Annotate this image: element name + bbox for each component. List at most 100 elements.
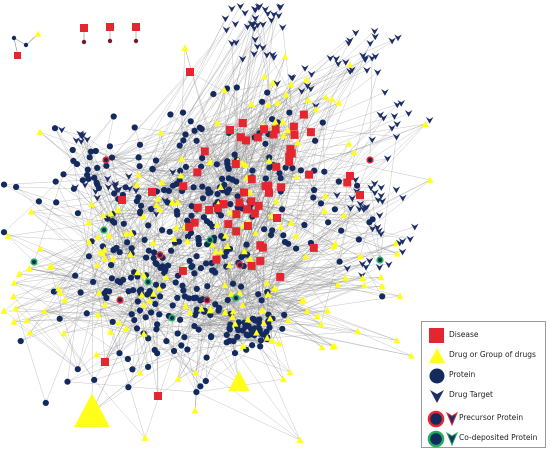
protein-node: [193, 137, 200, 144]
red-ring-circle-and-chevron-icon: [427, 410, 459, 428]
drug-target-node: [381, 89, 389, 96]
precursor-protein-node: [102, 156, 110, 164]
protein-node: [336, 258, 343, 265]
protein-node: [137, 286, 144, 293]
drug-target-node: [251, 14, 260, 22]
drug-node: [94, 233, 102, 241]
drug-target-node: [222, 26, 231, 34]
disease-node: [226, 126, 234, 134]
protein-node: [108, 275, 115, 282]
drug-node: [101, 301, 109, 308]
drug-node: [263, 279, 271, 286]
drug-target-node: [259, 44, 267, 52]
protein-node: [180, 287, 187, 294]
drug-node: [10, 292, 17, 300]
protein-node: [87, 148, 95, 155]
protein-node: [225, 164, 232, 171]
drug-target-node: [332, 55, 341, 63]
drug-node: [138, 291, 146, 298]
drug-target-node: [388, 37, 396, 45]
drug-node: [321, 192, 329, 199]
drug-target-node: [253, 43, 262, 51]
protein-node: [152, 157, 160, 164]
co-deposited-protein-node: [144, 278, 152, 286]
protein-node: [261, 226, 268, 233]
protein-node: [225, 186, 232, 193]
protein-node: [289, 165, 296, 172]
protein-node: [184, 233, 192, 240]
protein-node: [204, 283, 211, 290]
drug-node: [55, 284, 62, 292]
drug-node: [155, 284, 163, 292]
protein-node: [131, 317, 138, 324]
drug-target-node: [362, 263, 370, 271]
disease-node: [212, 255, 221, 264]
protein-node: [235, 327, 242, 334]
protein-node: [167, 111, 174, 118]
navy-circle-icon: [429, 368, 445, 384]
navy-chevron-icon: [430, 390, 444, 403]
drug-node: [393, 336, 401, 344]
drug-node: [191, 406, 199, 414]
protein-node: [141, 236, 148, 243]
drug-node: [0, 307, 8, 314]
drug-node: [140, 301, 148, 308]
protein-node: [231, 350, 239, 357]
drug-node: [154, 195, 162, 202]
protein-node: [159, 263, 166, 270]
protein-node: [190, 295, 197, 302]
protein-node: [170, 347, 178, 355]
protein-node: [197, 383, 204, 390]
protein-node: [216, 304, 223, 312]
drug-node: [174, 198, 182, 206]
drug-node: [214, 119, 222, 127]
protein-node: [178, 342, 185, 349]
drug-node: [12, 304, 20, 312]
protein-node: [172, 279, 179, 286]
drug-node: [407, 352, 415, 359]
drug-node: [281, 53, 289, 60]
drug-node: [284, 316, 292, 324]
drug-node: [208, 240, 216, 248]
drug-node: [303, 307, 311, 315]
precursor-protein-node: [203, 296, 211, 304]
protein-node: [42, 399, 49, 406]
drug-node: [271, 118, 279, 125]
drug-node: [377, 273, 385, 281]
disease-node: [343, 178, 352, 187]
precursor-protein-node: [156, 251, 164, 259]
protein-node: [145, 363, 152, 370]
drug-node: [25, 265, 33, 272]
drug-node: [107, 210, 115, 217]
disease-node: [235, 198, 244, 207]
protein-node: [137, 208, 144, 215]
drug-target-node: [371, 53, 380, 60]
protein-node: [189, 263, 196, 270]
protein-node: [151, 249, 158, 256]
drug-target-node: [103, 175, 112, 183]
drug-target-node: [397, 99, 406, 107]
protein-node: [186, 257, 193, 264]
protein-node: [214, 190, 221, 198]
drug-target-node: [267, 16, 276, 24]
drug-node: [136, 369, 144, 376]
protein-node: [259, 98, 266, 105]
protein-node: [128, 311, 135, 318]
protein-node: [319, 119, 326, 126]
drug-node: [109, 255, 117, 262]
protein-node: [127, 274, 135, 281]
protein-node: [184, 346, 191, 353]
co-deposited-protein-node: [30, 258, 38, 266]
disease-node: [193, 203, 202, 212]
protein-node: [191, 323, 198, 330]
protein-node: [193, 389, 200, 396]
drug-target-node: [276, 3, 285, 11]
protein-node: [74, 366, 81, 373]
protein-node: [281, 238, 289, 246]
drug-node: [313, 312, 321, 320]
protein-node: [187, 118, 194, 125]
drug-node: [359, 274, 366, 282]
disease-node: [264, 181, 273, 190]
drug-node: [158, 178, 166, 186]
protein-node: [120, 220, 127, 227]
